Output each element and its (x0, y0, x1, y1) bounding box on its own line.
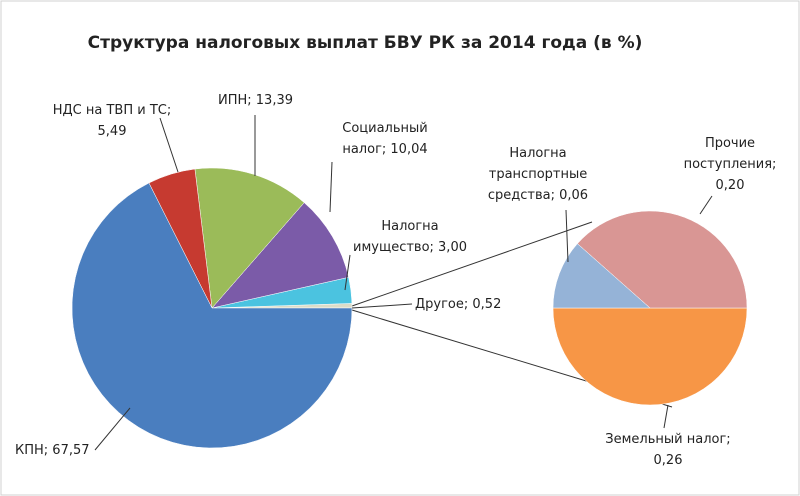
data-label: Налогна транспортные средства; 0,06 (488, 146, 588, 203)
leader-line (159, 117, 179, 173)
data-label: Земельный налог; 0,26 (605, 432, 730, 468)
data-label: НДС на ТВП и ТС; 5,49 (53, 103, 172, 139)
leader-line (699, 195, 713, 215)
pie-slice (71, 182, 353, 449)
pie-slice (194, 167, 305, 309)
chart-title: Структура налоговых выплат БВУ РК за 201… (88, 33, 643, 53)
pie-slice (552, 307, 748, 406)
leader-line (663, 404, 669, 429)
leader-line (351, 303, 413, 309)
leader-line (565, 209, 569, 263)
pie-slice (577, 210, 748, 309)
data-label: Налогна имущество; 3,00 (353, 219, 467, 255)
data-label: ИПН; 13,39 (218, 93, 293, 108)
pie-slice (552, 243, 651, 309)
pie-slice (211, 202, 349, 309)
data-label: Другое; 0,52 (415, 297, 501, 312)
leader-line (329, 161, 333, 213)
data-label: КПН; 67,57 (15, 443, 90, 458)
connector-line (351, 221, 593, 307)
leader-line (94, 407, 131, 451)
leader-line (344, 254, 351, 291)
data-label: Прочие поступления; 0,20 (684, 136, 777, 193)
data-label: Социальный налог; 10,04 (342, 121, 427, 157)
